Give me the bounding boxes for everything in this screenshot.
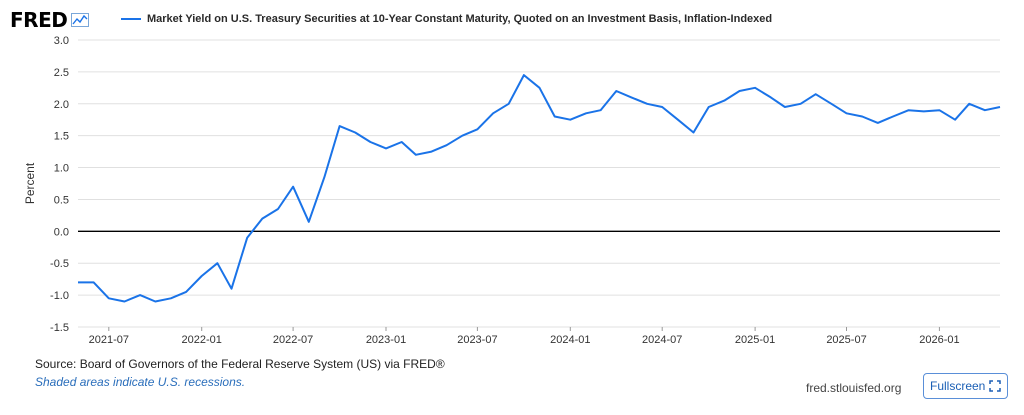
x-tick-label: 2025-01	[735, 334, 775, 346]
y-tick-label: 0.0	[54, 226, 69, 238]
x-tick-label: 2024-01	[550, 334, 590, 346]
x-tick-label: 2026-01	[919, 334, 959, 346]
recession-note[interactable]: Shaded areas indicate U.S. recessions.	[35, 375, 246, 389]
series-line[interactable]	[78, 74, 1001, 303]
y-tick-label: -1.5	[50, 322, 69, 334]
x-tick-label: 2022-01	[182, 334, 222, 346]
legend-series-label: Market Yield on U.S. Treasury Securities…	[147, 13, 773, 25]
line-chart-icon	[71, 13, 90, 27]
y-tick-label: 2.5	[54, 67, 69, 79]
y-tick-label: 1.5	[54, 131, 69, 143]
x-tick-label: 2024-07	[642, 334, 682, 346]
series-group	[78, 74, 1001, 303]
site-link[interactable]: fred.stlouisfed.org	[806, 381, 902, 395]
fred-logo-text: FRED	[10, 8, 68, 32]
y-tick-label: -0.5	[50, 258, 69, 270]
source-note: Source: Board of Governors of the Federa…	[35, 357, 445, 371]
y-tick-label: 0.5	[54, 194, 69, 206]
fullscreen-button[interactable]: Fullscreen	[923, 373, 1009, 399]
y-axis-ticks: -1.5 -1.0 -0.5 0.0 0.5 1.0 1.5 2.0 2.5 3.0	[50, 35, 69, 334]
line-chart[interactable]: -1.5 -1.0 -0.5 0.0 0.5 1.0 1.5 2.0 2.5 3.0 2021-0…	[0, 0, 1024, 350]
chart-legend: Market Yield on U.S. Treasury Securities…	[121, 13, 772, 25]
x-tick-label: 2023-07	[457, 334, 497, 346]
x-tick-label: 2025-07	[826, 334, 866, 346]
y-tick-label: 2.0	[54, 99, 69, 111]
y-tick-label: -1.0	[50, 290, 69, 302]
fred-logo[interactable]: FRED	[10, 8, 90, 32]
grid-lines	[78, 39, 1000, 328]
x-axis-ticks: 2021-07 2022-01 2022-07 2023-01 2023-07 2024-…	[89, 327, 960, 346]
x-tick-label: 2023-01	[366, 334, 406, 346]
fullscreen-icon	[989, 380, 1002, 392]
y-tick-label: 1.0	[54, 163, 69, 175]
x-tick-label: 2021-07	[89, 334, 129, 346]
x-tick-label: 2022-07	[273, 334, 313, 346]
y-tick-label: 3.0	[54, 35, 69, 47]
fullscreen-label: Fullscreen	[930, 379, 986, 393]
y-axis-label: Percent	[23, 162, 37, 204]
legend-swatch	[121, 18, 141, 20]
